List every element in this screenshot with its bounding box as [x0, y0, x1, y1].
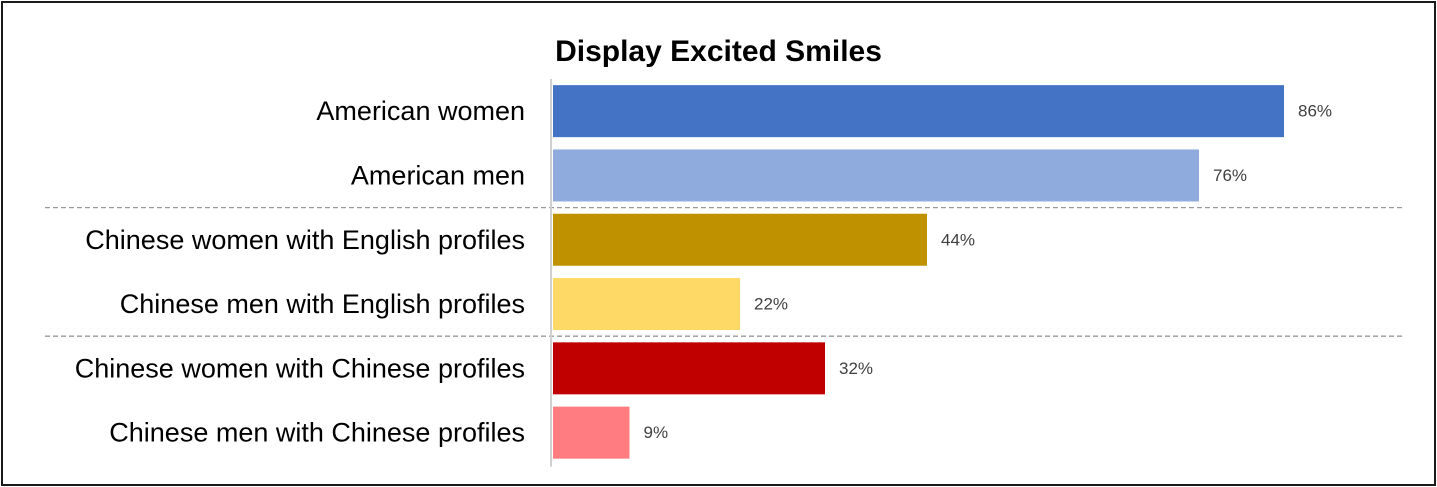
value-label-1: 86% [1298, 102, 1332, 121]
value-label-4: 22% [754, 295, 788, 314]
category-label-6: Chinese men with Chinese profiles [109, 418, 525, 448]
bar-3 [553, 213, 927, 266]
category-label-1: American women [316, 96, 525, 126]
bar-4 [553, 278, 740, 331]
chart-title: Display Excited Smiles [555, 35, 882, 68]
value-label-5: 32% [839, 359, 873, 378]
bar-2 [553, 149, 1199, 202]
value-label-3: 44% [941, 230, 975, 249]
category-label-4: Chinese men with English profiles [120, 289, 525, 319]
category-label-5: Chinese women with Chinese profiles [75, 353, 525, 383]
value-label-6: 9% [644, 423, 669, 442]
bar-6 [553, 406, 630, 459]
bar-5 [553, 342, 825, 395]
category-label-3: Chinese women with English profiles [85, 225, 525, 255]
category-label-2: American men [351, 160, 525, 190]
bar-1 [553, 85, 1284, 138]
value-label-2: 76% [1213, 166, 1247, 185]
